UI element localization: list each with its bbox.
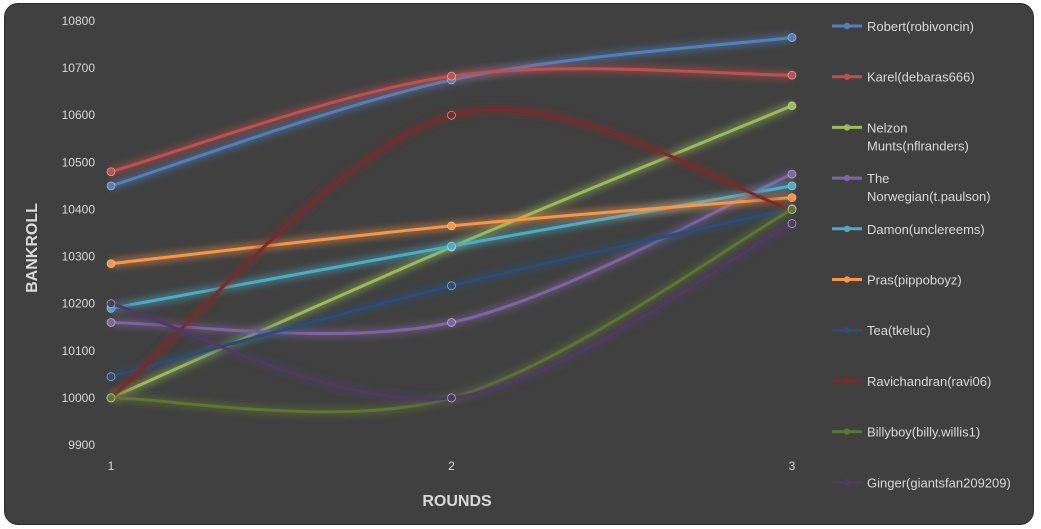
data-point [447,241,456,251]
data-point [106,259,116,269]
legend-label: Ginger(giantsfan209209) [867,475,1011,490]
legend-marker [843,174,851,182]
y-tick-label: 10400 [62,202,96,216]
y-tick-label: 10800 [62,14,96,28]
data-point [106,181,116,191]
y-tick-label: 10500 [62,155,96,169]
data-point [447,71,456,81]
y-tick-label: 10100 [62,344,96,358]
legend-item: Karel(debaras666) [832,70,975,85]
data-point [787,205,797,214]
legend-label: Pras(pippoboyz) [867,273,962,288]
data-point [787,193,797,203]
data-point [447,221,456,231]
legend-marker [843,73,851,80]
legend-item: Damon(unclereems) [832,222,985,237]
legend-marker [843,225,851,232]
legend-marker [843,327,851,334]
x-tick-label: 1 [108,459,115,473]
y-tick-label: 10300 [62,250,96,264]
data-point [787,101,797,111]
legend-item: Robert(robivoncin) [832,19,974,34]
data-point [447,318,456,327]
legend-label: Tea(tkeluc) [867,323,931,338]
data-point [106,393,116,403]
data-point [787,70,797,80]
x-tick-label: 2 [448,459,455,473]
data-point [447,393,456,403]
plot-area [106,33,797,417]
data-point [447,110,456,120]
series-3 [106,169,797,338]
y-axis-title: BANKROLL [24,203,41,293]
legend-item: Nelzon Munts(nflranders) [832,120,969,153]
legend-label: Damon(unclereems) [867,222,985,237]
legend-marker [843,124,851,131]
x-axis-ticks: 1 2 3 [108,459,796,473]
series-line [109,207,794,414]
y-tick-label: 10000 [62,391,96,405]
legend-item: Tea(tkeluc) [832,323,931,338]
legend-label: The [867,171,889,186]
legend-label: Karel(debaras666) [867,70,975,85]
series-8 [106,205,797,417]
data-point [106,167,116,177]
legend-item: The Norwegian(t.paulson) [832,171,991,204]
data-point [787,33,797,42]
legend-item: Billyboy(billy.willis1) [832,425,980,440]
legend: Robert(robivoncin) Karel(debaras666) Nelzo… [832,19,1011,490]
legend-item: Ginger(giantsfan209209) [832,475,1011,490]
series-line-glow [110,205,795,417]
legend-label: Nelzon [867,120,907,135]
data-point [787,169,797,179]
data-point [106,372,116,382]
chart-area [4,3,1034,525]
y-tick-label: 10200 [62,297,96,311]
legend-label: Munts(nflranders) [867,138,969,153]
series-1 [106,64,797,177]
series-9 [106,219,797,404]
legend-marker [843,22,851,30]
legend-item: Pras(pippoboyz) [832,273,962,288]
legend-label: Billyboy(billy.willis1) [867,425,980,440]
legend-marker [843,377,851,385]
legend-marker [843,428,851,435]
data-point [787,181,797,191]
y-tick-label: 9900 [68,438,95,452]
legend-label: Robert(robivoncin) [867,19,974,34]
data-point [106,299,116,309]
data-point [787,219,797,228]
series-5 [106,193,797,269]
x-tick-label: 3 [789,459,796,473]
data-point [106,318,116,327]
legend-marker [843,479,851,486]
legend-label: Ravichandran(ravi06) [867,374,991,389]
x-axis-title: ROUNDS [422,493,492,510]
data-point [447,281,456,291]
y-axis-ticks: 9900 10000 10100 10200 10300 10400 10500 10600 1… [62,14,96,452]
y-tick-label: 10700 [62,61,96,75]
legend-label: Norwegian(t.paulson) [867,189,991,204]
y-tick-label: 10600 [62,108,96,122]
legend-marker [843,276,851,283]
legend-item: Ravichandran(ravi06) [832,374,991,389]
